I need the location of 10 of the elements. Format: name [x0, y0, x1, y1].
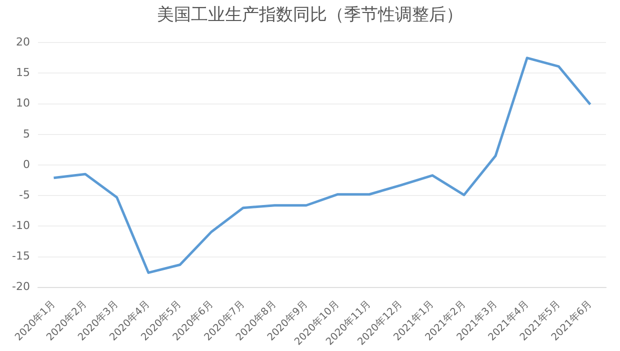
y-tick-label: 5: [22, 127, 30, 140]
y-tick-label: -15: [12, 250, 30, 263]
y-tick-label: 20: [16, 35, 30, 48]
y-tick-label: 15: [16, 66, 30, 80]
y-tick-label: 10: [16, 96, 30, 110]
y-tick-label: -5: [19, 188, 30, 202]
y-tick-label: -10: [12, 219, 30, 232]
y-tick-label: 0: [22, 158, 30, 171]
chart-title: 美国工业生产指数同比（季节性调整后）: [156, 4, 464, 27]
y-tick-label: -20: [12, 280, 30, 294]
